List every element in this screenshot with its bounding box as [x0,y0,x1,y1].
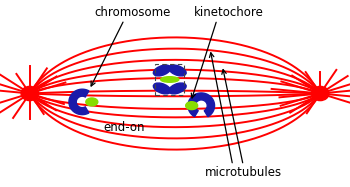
Ellipse shape [161,77,179,82]
Text: microtubules: microtubules [205,166,282,180]
Ellipse shape [153,83,171,94]
Text: chromosome: chromosome [95,6,171,19]
Ellipse shape [169,83,186,94]
Ellipse shape [312,86,329,101]
Ellipse shape [169,65,186,76]
Polygon shape [188,93,215,117]
Ellipse shape [21,86,38,101]
Ellipse shape [86,98,98,106]
Text: end-on: end-on [104,121,145,134]
Ellipse shape [153,65,171,76]
Polygon shape [69,89,89,115]
Text: kinetochore: kinetochore [194,6,264,19]
Ellipse shape [186,102,198,110]
